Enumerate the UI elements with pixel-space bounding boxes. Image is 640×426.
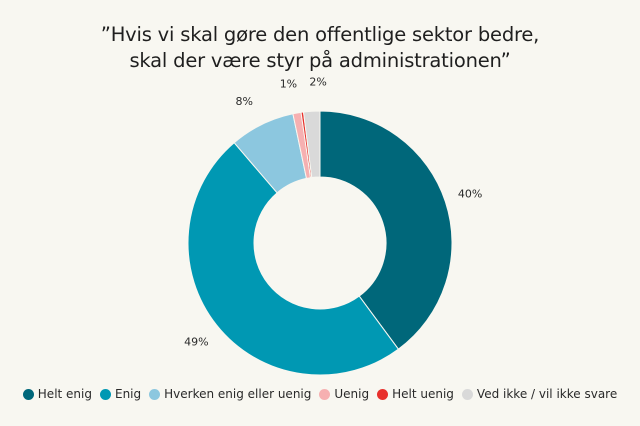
legend-swatch-helt-uenig [377, 388, 389, 400]
data-label-ved-ikke-vil-ikke-svare: 2% [309, 75, 326, 88]
donut-slice-enig [187, 142, 400, 376]
legend-item-uenig: Uenig [319, 387, 369, 401]
donut-slice-helt-enig [319, 110, 453, 350]
legend-swatch-ved-ikke-vil-ikke-svare [461, 388, 473, 400]
legend-label-helt-uenig: Helt uenig [392, 387, 454, 401]
legend-label-enig: Enig [114, 387, 142, 401]
legend-label-ved-ikke-vil-ikke-svare: Ved ikke / vil ikke svare [476, 387, 618, 401]
legend-item-helt-uenig: Helt uenig [377, 387, 454, 401]
data-label-uenig: 1% [280, 77, 297, 90]
chart-title-line-1: ”Hvis vi skal gøre den offentlige sektor… [100, 23, 540, 46]
legend-item-helt-enig: Helt enig [22, 387, 92, 401]
data-label-helt-enig: 40% [458, 188, 482, 201]
legend-swatch-uenig [319, 388, 331, 400]
chart-legend: Helt enig Enig Hverken enig eller uenig Uen… [0, 387, 640, 401]
legend-item-enig: Enig [99, 387, 142, 401]
donut-slice-ved-ikke-vil-ikke-svare [302, 110, 321, 179]
chart-title-line-2: skal der være styr på administrationen” [129, 49, 511, 72]
data-label-hverken-enig-eller-uenig: 8% [236, 95, 253, 108]
data-label-enig: 49% [184, 335, 208, 348]
legend-item-hverken-enig-eller-uenig: Hverken enig eller uenig [149, 387, 311, 401]
legend-label-helt-enig: Helt enig [37, 387, 92, 401]
legend-label-uenig: Uenig [334, 387, 370, 401]
legend-label-hverken-enig-eller-uenig: Hverken enig eller uenig [164, 387, 312, 401]
legend-item-ved-ikke-vil-ikke-svare: Ved ikke / vil ikke svare [461, 387, 618, 401]
legend-swatch-hverken-enig-eller-uenig [149, 388, 161, 400]
legend-swatch-helt-enig [22, 388, 34, 400]
chart-title: ”Hvis vi skal gøre den offentlige sektor… [0, 22, 640, 74]
legend-swatch-enig [99, 388, 111, 400]
